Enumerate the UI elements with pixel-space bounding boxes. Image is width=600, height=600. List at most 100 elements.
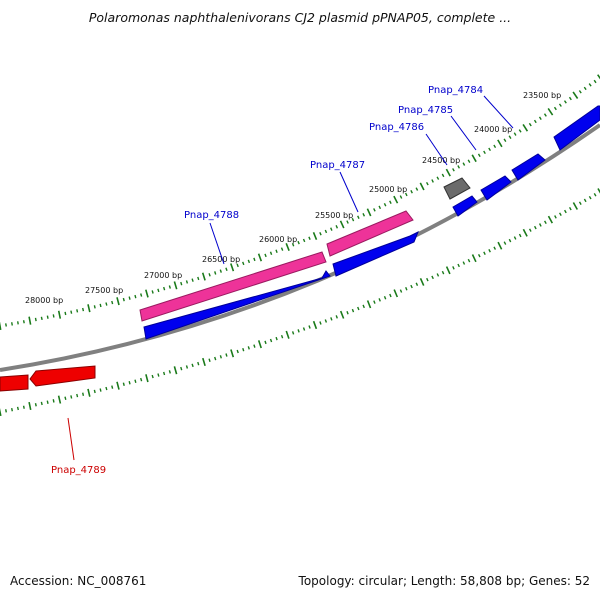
major-tick	[312, 320, 318, 330]
major-tick	[393, 195, 399, 204]
minor-tick	[64, 396, 67, 400]
minor-tick	[122, 382, 125, 386]
minor-tick	[197, 361, 200, 366]
minor-tick	[291, 243, 295, 247]
minor-tick	[335, 315, 338, 319]
major-tick	[87, 388, 91, 397]
leader-line	[339, 171, 359, 213]
minor-tick	[291, 331, 295, 335]
minor-tick	[99, 303, 102, 308]
gene-arrow[interactable]	[553, 105, 600, 151]
minor-tick	[302, 238, 306, 243]
minor-tick	[111, 300, 114, 305]
tick-label: 25000 bp	[369, 185, 407, 194]
tick-label: 27500 bp	[85, 286, 123, 295]
minor-tick	[308, 325, 311, 329]
major-tick	[366, 208, 372, 217]
gene-arrow[interactable]	[443, 177, 471, 200]
gene-label[interactable]: Pnap_4785	[398, 105, 453, 116]
gene-label[interactable]: Pnap_4787	[310, 160, 365, 171]
gene-arrow[interactable]	[452, 195, 478, 217]
minor-tick	[425, 181, 429, 186]
accession-label: Accession: NC_008761	[10, 574, 147, 588]
tick-label: 26000 bp	[259, 235, 297, 244]
minor-tick	[76, 393, 79, 398]
inner-tick-ring	[0, 188, 600, 417]
gene-label[interactable]: Pnap_4784	[428, 85, 483, 96]
minor-tick	[518, 233, 522, 238]
minor-tick	[346, 220, 349, 224]
minor-tick	[236, 263, 239, 268]
minor-tick	[185, 365, 189, 369]
leader-line	[483, 95, 514, 129]
minor-tick	[163, 371, 166, 376]
major-tick	[201, 272, 206, 281]
major-tick	[597, 188, 600, 194]
minor-tick	[513, 132, 517, 136]
minor-tick	[163, 286, 166, 291]
tick-rings	[0, 74, 600, 417]
gene-arrow[interactable]	[143, 270, 331, 340]
gene-label[interactable]: Pnap_4789	[51, 465, 106, 476]
minor-tick	[236, 349, 239, 354]
minor-tick	[568, 96, 572, 101]
minor-tick	[208, 358, 211, 362]
minor-tick	[538, 116, 542, 120]
major-tick	[173, 366, 178, 375]
gene-arrow[interactable]	[326, 210, 414, 257]
major-tick	[572, 91, 579, 99]
reverse-genes	[0, 365, 96, 392]
minor-tick	[157, 373, 160, 377]
minor-tick	[191, 278, 194, 282]
tick-label: 26500 bp	[202, 255, 240, 264]
gene-arrow[interactable]	[480, 175, 512, 201]
minor-tick	[180, 366, 183, 371]
gene-arrow[interactable]	[511, 153, 546, 181]
gene-label[interactable]: Pnap_4788	[184, 210, 239, 221]
minor-tick	[140, 293, 143, 297]
minor-tick	[11, 407, 13, 412]
minor-tick	[324, 319, 328, 323]
major-tick	[497, 241, 503, 250]
major-tick	[0, 408, 2, 417]
gene-arrow[interactable]	[0, 374, 29, 392]
minor-tick	[330, 227, 333, 231]
minor-tick	[431, 275, 434, 280]
minor-tick	[518, 129, 522, 133]
major-tick	[285, 243, 290, 251]
minor-tick	[70, 310, 73, 314]
tick-labels: 23500 bp 24000 bp 24500 bp 25000 bp 2550…	[25, 91, 561, 305]
major-tick	[339, 310, 345, 319]
minor-tick	[128, 381, 131, 385]
gene-label[interactable]: Pnap_4786	[369, 122, 424, 133]
minor-tick	[324, 229, 328, 234]
minor-tick	[122, 297, 125, 302]
gene-arrow[interactable]	[29, 365, 96, 387]
major-tick	[87, 304, 91, 313]
minor-tick	[52, 399, 55, 403]
major-tick	[419, 182, 425, 191]
major-tick	[471, 154, 477, 163]
gene-arrow[interactable]	[332, 230, 419, 277]
major-tick	[445, 168, 451, 177]
minor-tick	[330, 317, 333, 321]
major-tick	[28, 401, 32, 411]
minor-tick	[436, 176, 440, 180]
minor-tick	[5, 409, 7, 413]
minor-tick	[280, 247, 284, 251]
minor-tick	[389, 293, 392, 298]
minor-tick	[151, 290, 154, 294]
minor-tick	[543, 113, 547, 117]
minor-tick	[563, 209, 567, 214]
tick-label: 28000 bp	[25, 296, 63, 305]
gene-arrow[interactable]	[139, 251, 327, 322]
minor-tick	[383, 202, 387, 207]
major-tick	[547, 107, 554, 116]
leader-line	[209, 222, 225, 265]
minor-tick	[357, 306, 360, 311]
minor-tick	[578, 90, 582, 94]
minor-tick	[378, 205, 382, 210]
minor-tick	[452, 168, 455, 172]
minor-tick	[389, 200, 392, 205]
